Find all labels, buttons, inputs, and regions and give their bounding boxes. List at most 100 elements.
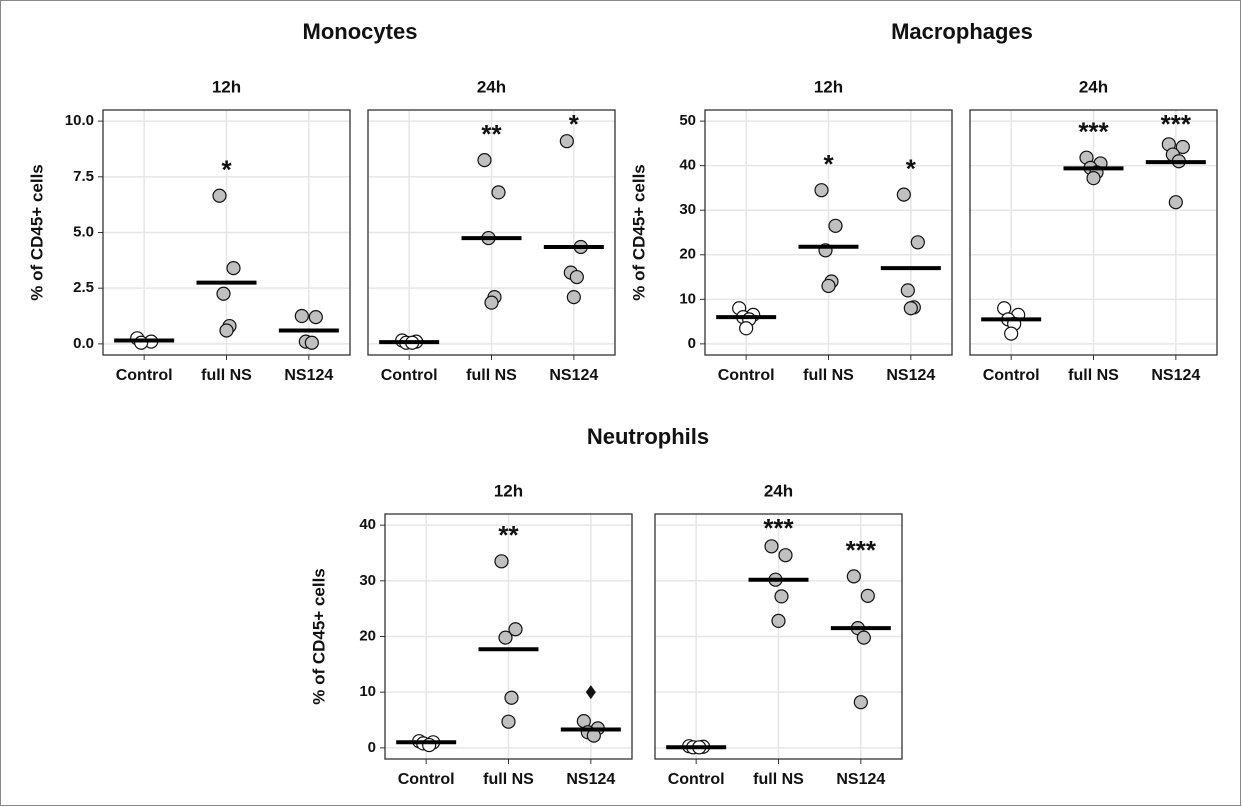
data-point: [778, 548, 793, 563]
y-tick-label: 0: [688, 335, 696, 352]
y-tick-label: 2.5: [73, 279, 94, 296]
significance-label: *: [221, 155, 232, 185]
panel-title: 12h: [212, 77, 241, 96]
panel-border: [969, 109, 1218, 356]
data-point: [821, 278, 836, 294]
x-tick-label: Control: [116, 367, 173, 384]
data-point: [494, 554, 509, 569]
data-point: [1168, 195, 1183, 210]
y-tick-label: 0: [368, 739, 376, 756]
x-tick-label: Control: [398, 771, 455, 788]
significance-label: ***: [1078, 117, 1109, 147]
data-point: [1175, 139, 1190, 155]
panel-title: 12h: [494, 481, 523, 500]
x-tick-label: Control: [983, 367, 1040, 384]
data-point: [814, 183, 829, 198]
data-point: [860, 588, 875, 603]
data-point: [903, 301, 918, 316]
data-point: [477, 153, 492, 168]
y-axis-label: % of CD45+ cells: [629, 164, 648, 301]
y-tick-label: 20: [359, 627, 376, 644]
data-point: [1004, 326, 1019, 341]
data-point: [569, 269, 584, 285]
data-point: [219, 323, 234, 338]
x-tick-label: NS124: [566, 771, 615, 788]
significance-label: ***: [846, 535, 877, 565]
outlier-marker: [585, 685, 596, 700]
significance-label: ***: [1161, 109, 1192, 139]
data-point: [308, 310, 323, 325]
panel-border: [654, 513, 903, 760]
significance-label: **: [481, 119, 502, 149]
x-tick-label: full NS: [201, 367, 252, 384]
data-point: [1086, 171, 1101, 186]
data-point: [764, 539, 779, 554]
x-tick-label: NS124: [836, 771, 885, 788]
y-tick-label: 10: [679, 290, 696, 307]
data-point: [484, 295, 499, 310]
significance-label: *: [569, 109, 580, 139]
data-point: [774, 589, 789, 604]
significance-label: *: [906, 154, 917, 184]
data-point: [504, 690, 519, 705]
group-title: Macrophages: [891, 19, 1033, 44]
x-tick-label: full NS: [753, 771, 804, 788]
y-tick-label: 40: [679, 157, 696, 174]
data-point: [226, 261, 241, 276]
y-tick-label: 40: [359, 516, 376, 533]
group-title: Monocytes: [303, 19, 418, 44]
y-tick-label: 10: [359, 683, 376, 700]
data-point: [508, 622, 523, 637]
data-point: [846, 569, 861, 584]
data-point: [739, 321, 754, 336]
y-tick-label: 20: [679, 246, 696, 263]
y-axis-label: % of CD45+ cells: [27, 164, 46, 301]
panel-title: 12h: [814, 77, 843, 96]
significance-label: **: [498, 520, 519, 550]
significance-label: ***: [763, 513, 794, 543]
y-tick-label: 30: [679, 201, 696, 218]
data-point: [294, 308, 309, 324]
x-tick-label: Control: [718, 367, 775, 384]
x-tick-label: full NS: [466, 367, 517, 384]
x-tick-label: Control: [668, 771, 725, 788]
y-tick-label: 5.0: [73, 223, 94, 240]
data-point: [910, 235, 925, 250]
x-tick-label: full NS: [803, 367, 854, 384]
group-title: Neutrophils: [587, 424, 709, 449]
data-point: [771, 613, 786, 629]
y-axis-label: % of CD45+ cells: [309, 568, 328, 705]
data-point: [134, 335, 149, 350]
panel-title: 24h: [477, 77, 506, 96]
data-point: [498, 630, 513, 645]
y-tick-label: 30: [359, 572, 376, 589]
data-point: [896, 187, 911, 202]
x-tick-label: full NS: [483, 771, 534, 788]
data-point: [559, 134, 574, 149]
data-point: [828, 218, 843, 233]
panel-border: [102, 109, 351, 356]
data-point: [501, 714, 516, 729]
y-tick-label: 0.0: [73, 335, 94, 352]
data-point: [856, 630, 871, 645]
panel-border: [367, 109, 616, 356]
x-tick-label: NS124: [284, 367, 333, 384]
x-tick-label: NS124: [886, 367, 935, 384]
data-point: [491, 185, 506, 200]
x-tick-label: NS124: [549, 367, 598, 384]
panel-border: [704, 109, 953, 356]
x-tick-label: Control: [381, 367, 438, 384]
y-tick-label: 50: [679, 112, 696, 129]
x-tick-label: full NS: [1068, 367, 1119, 384]
y-tick-label: 10.0: [65, 112, 94, 129]
y-tick-label: 7.5: [73, 168, 94, 185]
significance-label: *: [823, 149, 834, 179]
panel-title: 24h: [764, 481, 793, 500]
panel-border: [384, 513, 633, 760]
data-point: [216, 286, 231, 301]
x-tick-label: NS124: [1151, 367, 1200, 384]
data-point: [853, 695, 868, 710]
data-point: [212, 188, 227, 203]
data-point: [304, 335, 319, 350]
